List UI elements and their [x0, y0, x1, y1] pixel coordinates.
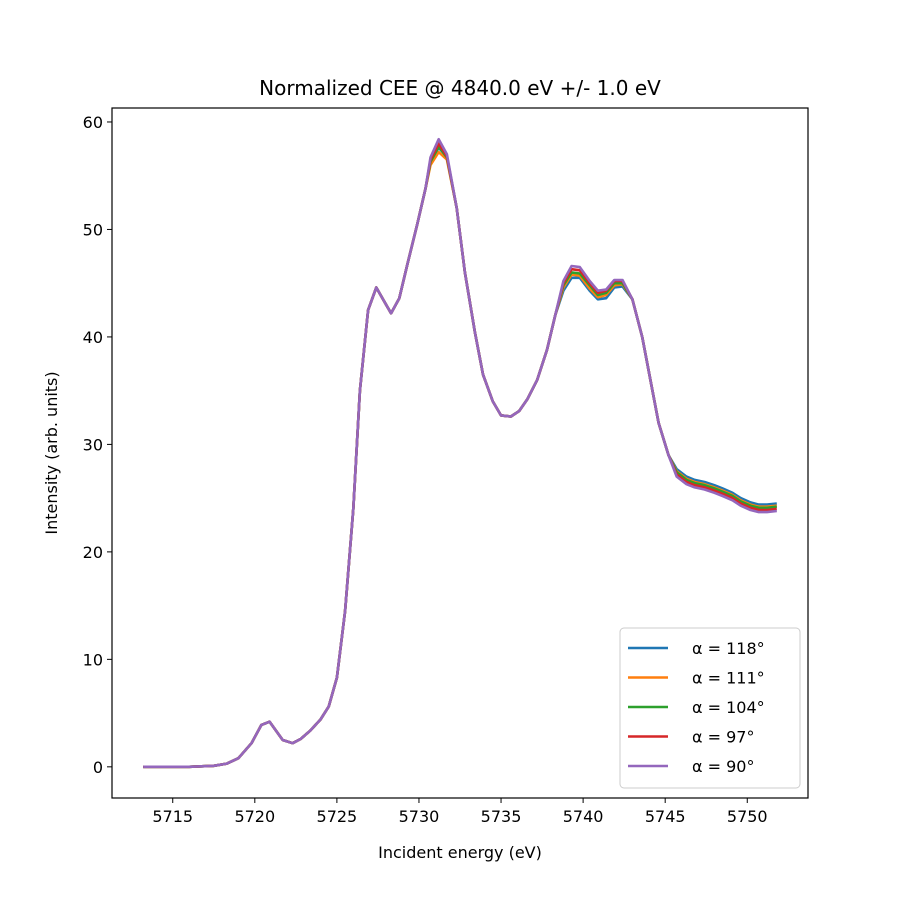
y-tick-label: 50 — [83, 220, 103, 239]
x-tick-label: 5745 — [645, 807, 686, 826]
legend-label-4: α = 90° — [692, 757, 754, 776]
chart-title: Normalized CEE @ 4840.0 eV +/- 1.0 eV — [259, 76, 661, 100]
x-tick-label: 5725 — [317, 807, 358, 826]
y-tick-label: 10 — [83, 650, 103, 669]
x-tick-label: 5730 — [399, 807, 440, 826]
y-tick-label: 30 — [83, 435, 103, 454]
legend-label-0: α = 118° — [692, 639, 765, 658]
y-tick-label: 40 — [83, 328, 103, 347]
plot-frame — [111, 107, 809, 799]
legend: α = 118° α = 111° α = 104° α = 97° α = 90° — [619, 627, 801, 789]
y-tick-label: 0 — [93, 758, 103, 777]
x-tick-label: 5720 — [234, 807, 275, 826]
series-line-4 — [143, 137, 777, 769]
series-layer — [143, 137, 777, 769]
legend-label-2: α = 104° — [692, 698, 765, 717]
x-axis-label: Incident energy (eV) — [378, 843, 542, 862]
legend-label-3: α = 97° — [692, 728, 754, 747]
x-tick-label: 5735 — [481, 807, 522, 826]
y-tick-label: 20 — [83, 543, 103, 562]
x-tick-label: 5715 — [152, 807, 193, 826]
x-tick-label: 5750 — [727, 807, 768, 826]
x-axis: 5715 5720 5725 5730 5735 5740 5745 5750 — [152, 798, 768, 826]
y-axis-label: Intensity (arb. units) — [42, 371, 61, 534]
legend-box — [619, 627, 801, 789]
x-tick-label: 5740 — [563, 807, 604, 826]
y-axis: 0 10 20 30 40 50 60 — [83, 113, 112, 777]
y-tick-label: 60 — [83, 113, 103, 132]
legend-label-1: α = 111° — [692, 669, 765, 688]
